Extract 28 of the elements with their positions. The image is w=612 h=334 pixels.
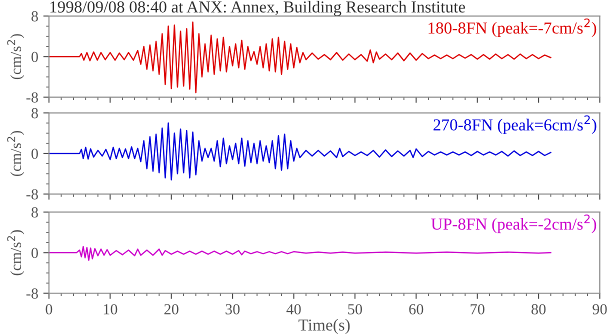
x-tick-label: 10 <box>104 304 118 314</box>
x-tick-label: 0 <box>46 304 52 314</box>
annotation: UP-8FN (peak=-2cm/s$^{2}$) <box>431 214 596 234</box>
y-tick-label: 0 <box>31 248 38 258</box>
y-tick-label: -8 <box>26 288 38 299</box>
y-tick-label: -8 <box>26 92 38 103</box>
y-tick-label: 8 <box>31 207 38 218</box>
x-tick-label: 90 <box>592 304 607 314</box>
x-tick-label: 40 <box>286 304 301 314</box>
y-tick-label: 0 <box>31 148 38 159</box>
x-tick-label: 50 <box>348 304 362 314</box>
x-tick-label: 30 <box>226 304 240 314</box>
y-axis-title: (cm/s$^{2}$) <box>7 130 24 176</box>
line-series <box>48 246 552 261</box>
chart-title: 1998/09/08 08:40 at ANX: Annex, Building Research Institute <box>50 0 466 16</box>
x-tick-label: 80 <box>532 304 546 314</box>
y-tick-label: 8 <box>31 11 38 22</box>
x-axis-title: Time(s) <box>298 318 350 334</box>
x-tick-label: 20 <box>164 304 178 314</box>
y-axis-title: (cm/s$^{2}$) <box>7 34 24 80</box>
annotation: 180-8FN (peak=-7cm/s$^{2}$) <box>428 18 596 38</box>
y-tick-label: 8 <box>31 108 38 118</box>
annotation: 270-8FN (peak=6cm/s$^{2}$) <box>434 115 596 134</box>
x-tick-label: 70 <box>470 304 484 314</box>
x-tick-label: 60 <box>409 304 424 314</box>
y-tick-label: 0 <box>31 52 38 62</box>
y-tick-label: -8 <box>26 189 38 200</box>
y-axis-title: (cm/s$^{2}$) <box>7 230 24 276</box>
